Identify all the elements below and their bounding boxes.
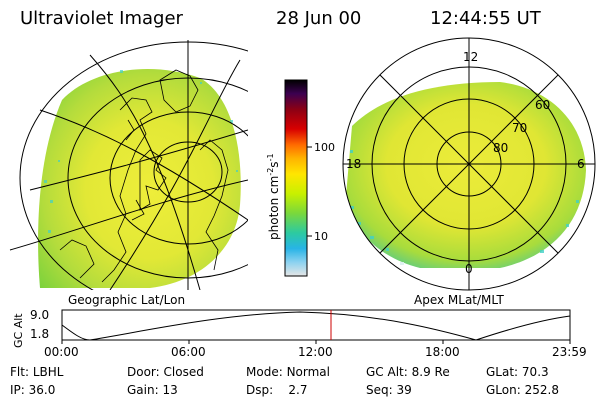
field-gc-alt: GC Alt: 8.9 Re	[366, 365, 450, 379]
timeline-ytick-1-8: 1.8	[30, 327, 49, 341]
field-ip: IP: 36.0	[10, 383, 56, 397]
geographic-panel	[9, 40, 248, 290]
timeline-ytick-9: 9.0	[30, 308, 49, 322]
timeline-xtick-1200: 12:00	[298, 345, 333, 359]
mlt-label-12: 12	[463, 50, 478, 64]
colorbar: 100 10 photon cm-2s-1	[266, 79, 335, 277]
mlt-label-0: 0	[465, 262, 473, 276]
field-door: Door: Closed	[127, 365, 204, 379]
apex-panel-label: Apex MLat/MLT	[414, 293, 504, 307]
mlat-label-60: 60	[535, 98, 550, 112]
timeline-axis-label: GC Alt	[12, 313, 25, 348]
mlat-label-70: 70	[512, 121, 527, 135]
aurora-image-geo	[38, 69, 241, 288]
geo-panel-label: Geographic Lat/Lon	[68, 293, 185, 307]
header-date: 28 Jun 00	[276, 8, 362, 29]
field-dsp: Dsp: 2.7	[246, 383, 308, 397]
field-seq: Seq: 39	[366, 383, 412, 397]
altitude-timeline: GC Alt 9.0 1.8 00:00 06:00 12:00 18:00 2…	[12, 308, 587, 359]
header-time: 12:44:55 UT	[430, 8, 541, 29]
field-mode: Mode: Normal	[246, 365, 330, 379]
colorbar-tick-100: 100	[314, 141, 335, 154]
field-flt: Flt: LBHL	[10, 365, 64, 379]
mlat-label-80: 80	[493, 141, 508, 155]
field-glat: GLat: 70.3	[486, 365, 549, 379]
app-title: Ultraviolet Imager	[20, 8, 183, 29]
timeline-xtick-0000: 00:00	[44, 345, 79, 359]
timeline-xtick-2359: 23:59	[552, 345, 587, 359]
field-gain: Gain: 13	[127, 383, 178, 397]
colorbar-tick-10: 10	[314, 230, 328, 243]
mlt-label-18: 18	[346, 157, 361, 171]
timeline-xtick-1800: 18:00	[425, 345, 460, 359]
field-glon: GLon: 252.8	[486, 383, 559, 397]
apex-polar-panel: 12 0 18 6 60 70 80	[342, 37, 596, 291]
timeline-xtick-0600: 06:00	[171, 345, 206, 359]
altitude-curve	[61, 311, 571, 341]
mlt-label-6: 6	[577, 157, 585, 171]
colorbar-unit-label: photon cm-2s-1	[266, 153, 281, 240]
